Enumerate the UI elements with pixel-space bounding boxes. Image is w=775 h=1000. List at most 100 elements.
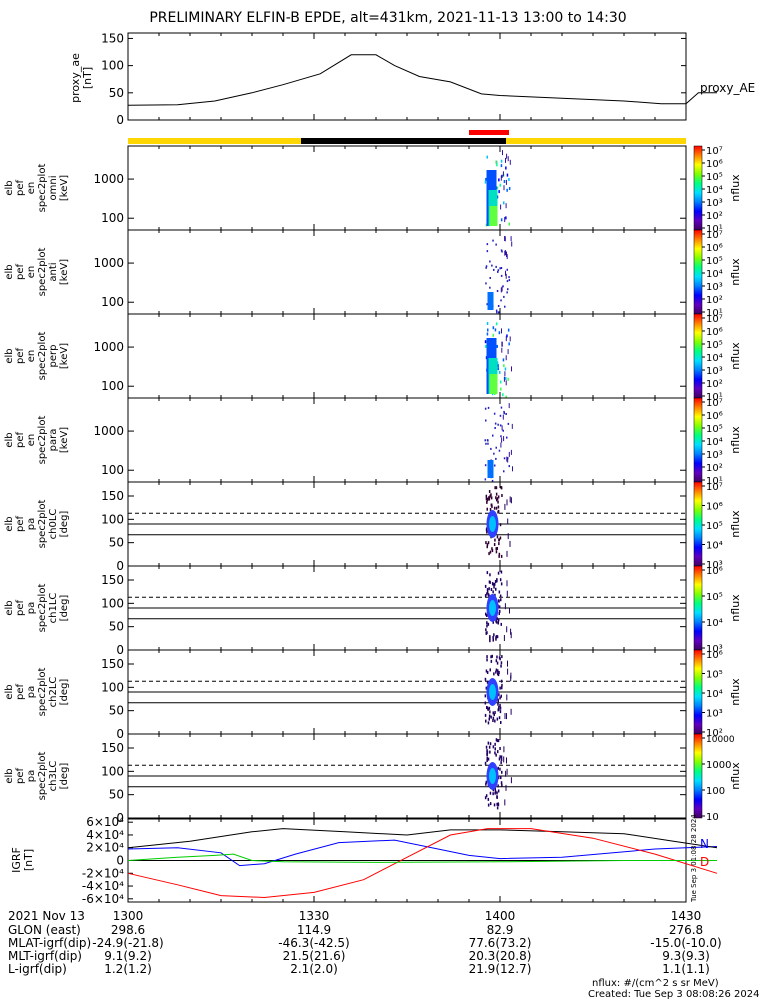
colorbar-tick-label: 10⁵ bbox=[706, 256, 723, 267]
colorbar-tick-label: 10⁶ bbox=[706, 327, 723, 338]
panel-ytick-label: 0 bbox=[116, 811, 124, 825]
panel-pef_en_anti: elb pef en spec2plot anti [keV] 100 1000 10¹ 10² 1… bbox=[4, 229, 742, 319]
spectrogram-pixel bbox=[497, 571, 500, 575]
spectrogram-pixel bbox=[487, 707, 489, 711]
science-zone-red-bar bbox=[469, 130, 509, 135]
spectrogram-pixel bbox=[492, 719, 494, 722]
panel-ylabel: elb bbox=[4, 684, 15, 699]
spectrogram-pixel bbox=[487, 593, 490, 597]
footer-row-value: 276.8 bbox=[669, 923, 703, 937]
spectrogram-pixel bbox=[497, 766, 499, 770]
colorbar-tick-label: 10⁴ bbox=[706, 437, 723, 448]
footer-row-value: 9.1(9.2) bbox=[104, 949, 152, 963]
spectrogram-pixel bbox=[497, 423, 499, 426]
spectrogram-pixel bbox=[490, 588, 493, 591]
colorbar-tick-label: 100 bbox=[706, 786, 725, 797]
spectrogram-pixel bbox=[490, 655, 492, 659]
footer-row-value: 21.9(12.7) bbox=[469, 962, 532, 976]
spectrogram-dash bbox=[510, 675, 512, 682]
spectrogram-pixel bbox=[500, 776, 502, 780]
spectrogram-pixel bbox=[493, 803, 496, 807]
spectrogram-pixel bbox=[496, 661, 499, 665]
spectrogram-pixel bbox=[508, 276, 510, 279]
spectrogram-pixel bbox=[489, 260, 491, 263]
spectrogram-pixel bbox=[485, 780, 488, 784]
colorbar-tick-label: 10³ bbox=[706, 366, 723, 377]
panel-ytick-label: 50 bbox=[109, 788, 124, 802]
panel-ylabel: en bbox=[26, 266, 37, 279]
spectrogram-pixel bbox=[488, 580, 491, 584]
panel-ylabel: pef bbox=[15, 684, 26, 701]
panel-ylabel: ch0LC bbox=[48, 509, 59, 540]
spectrogram-pixel bbox=[498, 716, 501, 720]
spectrogram-pixel bbox=[485, 266, 487, 269]
panel-ytick-label: 100 bbox=[101, 379, 124, 393]
spectrogram-pixel bbox=[484, 478, 487, 481]
footer-row-value: 20.3(20.8) bbox=[469, 949, 532, 963]
spectrogram-pixel bbox=[498, 656, 501, 660]
footer-row-value: 1.2(1.2) bbox=[104, 962, 152, 976]
spectrogram-pixel bbox=[507, 328, 510, 332]
spectrogram-data bbox=[484, 150, 511, 227]
panel-ytick-label: 1000 bbox=[93, 340, 124, 354]
spectrogram-dash bbox=[507, 533, 509, 540]
panel-ylabel: spec2plot bbox=[37, 248, 48, 297]
spectrogram-dash bbox=[507, 518, 509, 525]
colorbar bbox=[693, 481, 703, 567]
colorbar-tick-label: 10⁵ bbox=[706, 424, 723, 435]
spectrogram-pixel bbox=[498, 331, 501, 335]
spectrogram-dash bbox=[508, 451, 510, 457]
spectrogram-dash bbox=[506, 694, 508, 701]
spectrogram-pixel bbox=[497, 708, 499, 712]
spectrogram-pixel bbox=[491, 264, 493, 267]
spectrogram-pixel bbox=[489, 639, 491, 643]
spectrogram-pixel bbox=[497, 364, 499, 368]
colorbar bbox=[693, 397, 703, 483]
spectrogram-pixel bbox=[485, 282, 487, 285]
colorbar-tick-label: 10¹ bbox=[706, 392, 723, 403]
spectrogram-pixel bbox=[484, 694, 487, 698]
spectrogram-pixel bbox=[497, 750, 499, 754]
spectrogram-pixel bbox=[501, 174, 503, 178]
spectrogram-pixel bbox=[495, 587, 497, 591]
spectrogram-pixel bbox=[499, 609, 501, 613]
spectrogram-pixel bbox=[497, 505, 500, 509]
spectrogram-pixel bbox=[500, 755, 503, 759]
spectrogram-dash bbox=[510, 628, 512, 635]
spectrogram-pixel bbox=[505, 413, 507, 415]
spectrogram-pixel bbox=[485, 442, 487, 445]
spectrogram-pixel bbox=[486, 750, 489, 754]
spectrogram-pixel bbox=[489, 802, 492, 806]
spectrogram-pixel bbox=[494, 486, 496, 490]
spectrogram-pixel bbox=[484, 464, 487, 467]
spectrogram-pixel bbox=[486, 631, 488, 635]
spectrogram-pixel bbox=[496, 186, 499, 190]
spectrogram-pixel bbox=[499, 767, 501, 771]
spectrogram-dash bbox=[501, 347, 503, 353]
spectrogram-pixel bbox=[498, 542, 500, 546]
spectrogram-pixel bbox=[487, 541, 490, 545]
proxy-ae-ylabel-2: [nT] bbox=[81, 67, 94, 89]
spectrogram-pixel bbox=[500, 661, 503, 665]
spectrogram-dash bbox=[510, 708, 512, 715]
spectrogram-pixel bbox=[487, 721, 490, 725]
spectrogram-pixel bbox=[496, 361, 499, 365]
spectrogram-dash bbox=[509, 336, 511, 342]
spectrogram-pixel bbox=[489, 508, 492, 511]
spectrogram-pixel bbox=[496, 344, 498, 348]
spectrogram-pixel bbox=[489, 286, 491, 289]
panel-ylabel: en bbox=[26, 434, 37, 447]
panel-ytick-label: 50 bbox=[109, 536, 124, 550]
orbit-bar-yellow-right bbox=[506, 138, 686, 144]
spectrogram-pixel bbox=[499, 706, 502, 710]
colorbar-tick-label: 10⁶ bbox=[706, 411, 723, 422]
panel-ylabel: elb bbox=[4, 432, 15, 447]
spectrogram-pixel bbox=[495, 496, 497, 500]
spectrogram-pixel bbox=[496, 290, 499, 292]
spectrogram-pixel bbox=[485, 265, 488, 268]
spectrogram-dash bbox=[504, 236, 506, 241]
footer-row-value: -24.9(-21.8) bbox=[92, 936, 163, 950]
spectrogram-pixel bbox=[499, 370, 501, 374]
spectrogram-pixel bbox=[498, 190, 500, 194]
